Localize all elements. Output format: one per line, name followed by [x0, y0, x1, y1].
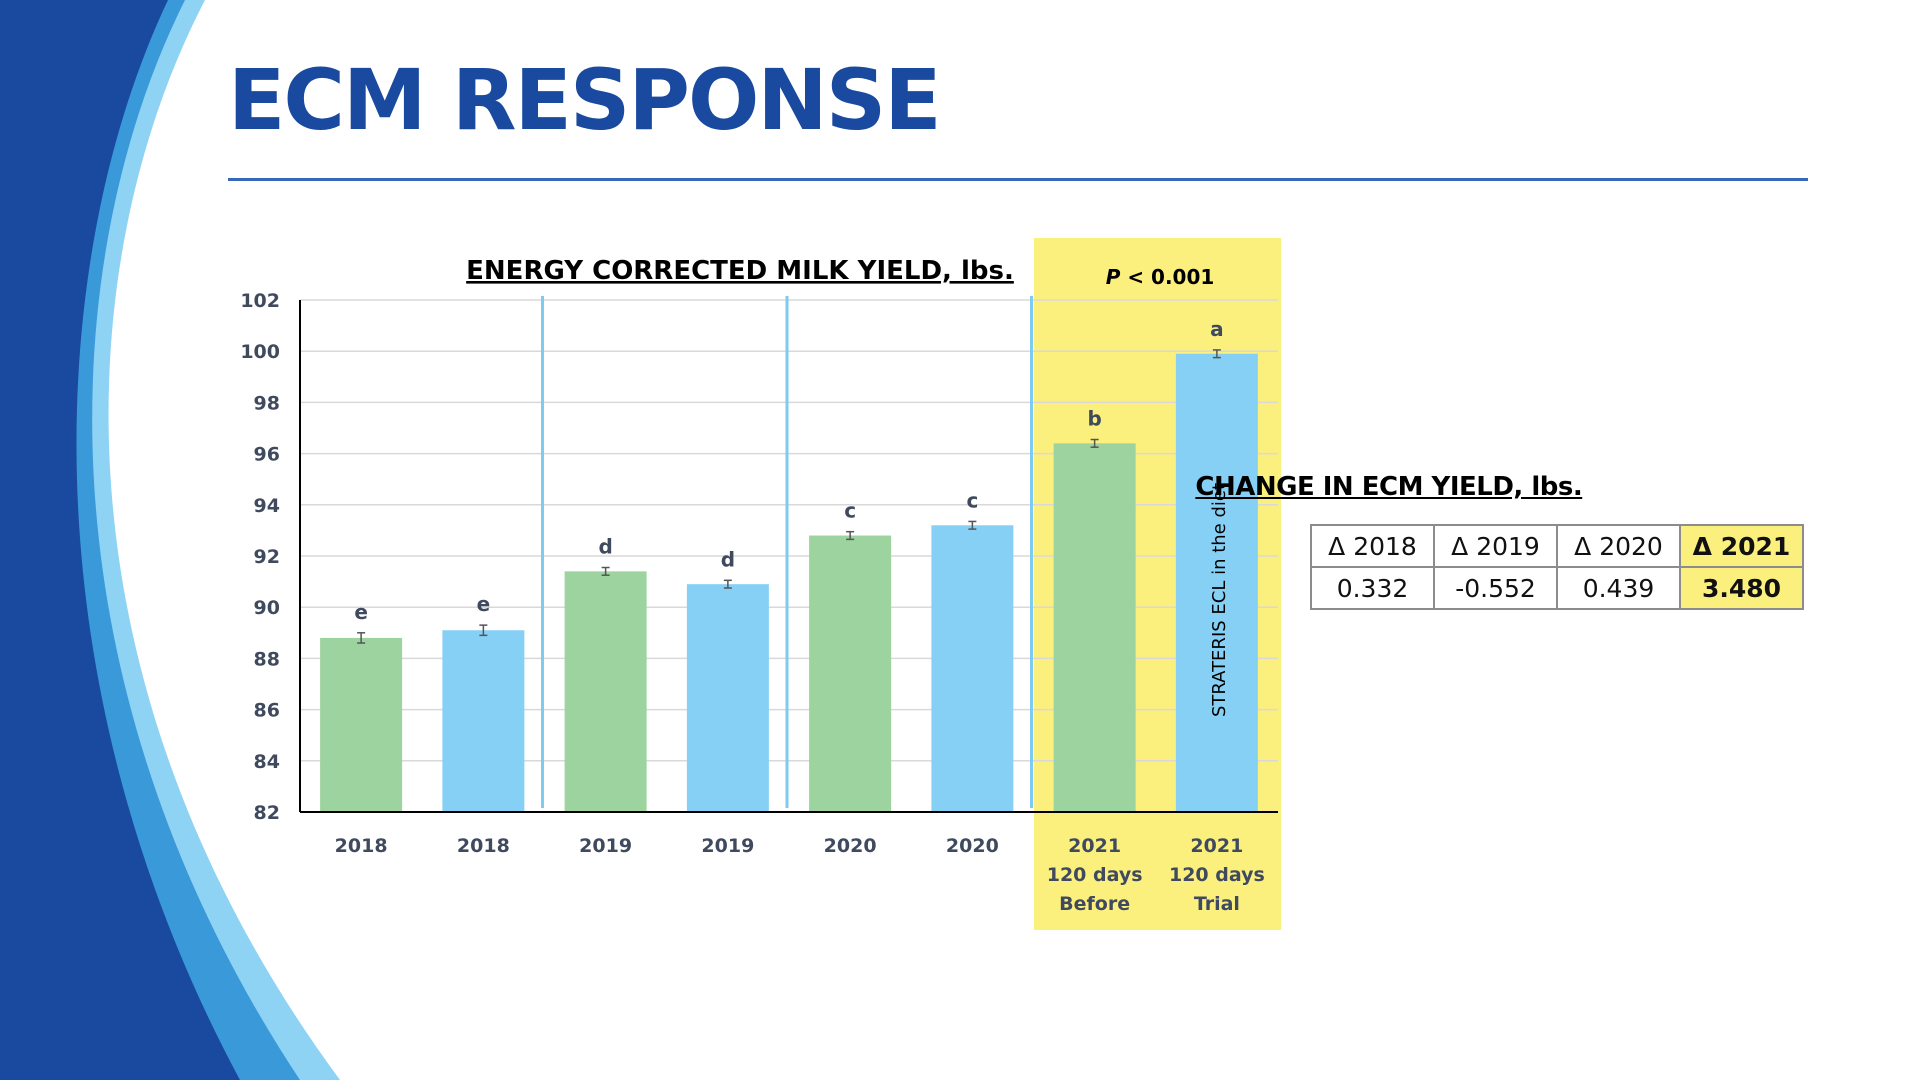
change-value-2018: 0.332	[1310, 566, 1435, 610]
bar	[1175, 353, 1258, 812]
significance-letter: e	[354, 600, 368, 624]
p-symbol: P	[1106, 265, 1121, 289]
x-tick-label: 120 days	[1047, 864, 1143, 886]
change-table-header-row: Δ 2018 Δ 2019 Δ 2020 Δ 2021	[1310, 524, 1804, 568]
y-tick-label: 96	[254, 444, 280, 466]
change-table-title: CHANGE IN ECM YIELD, lbs.	[1195, 472, 1583, 502]
y-tick-labels: 82 84 86 88 90 92 94 96 98 100 102	[240, 290, 280, 824]
x-tick-label: 120 days	[1169, 864, 1265, 886]
bars	[320, 353, 1258, 812]
change-value-2020: 0.439	[1556, 566, 1681, 610]
change-value-2021: 3.480	[1679, 566, 1804, 610]
x-tick-label: 2021	[1190, 835, 1243, 857]
bar	[931, 525, 1014, 812]
bar	[809, 535, 892, 812]
significance-letter: e	[477, 592, 491, 616]
year-dividers	[541, 296, 1033, 808]
y-tick-label: 88	[254, 648, 280, 670]
change-header-2018: Δ 2018	[1310, 524, 1435, 568]
y-tick-label: 98	[254, 392, 280, 414]
error-bars	[357, 349, 1221, 644]
significance-letter: d	[598, 535, 612, 559]
chart-title: ENERGY CORRECTED MILK YIELD, lbs.	[466, 256, 1014, 286]
y-tick-label: 94	[254, 495, 280, 517]
y-tick-label: 84	[254, 751, 280, 773]
x-tick-label: 2019	[579, 835, 632, 857]
change-table: Δ 2018 Δ 2019 Δ 2020 Δ 2021 0.332 -0.552…	[1310, 524, 1804, 610]
x-tick-label: 2019	[701, 835, 754, 857]
y-tick-label: 90	[254, 597, 280, 619]
bar	[442, 630, 525, 812]
bar	[320, 637, 403, 812]
significance-letter: c	[966, 488, 978, 512]
significance-letter: d	[721, 547, 735, 571]
x-tick-label: 2021	[1068, 835, 1121, 857]
significance-letter: c	[844, 499, 856, 523]
title-divider	[228, 178, 1808, 181]
x-tick-label: 2020	[946, 835, 999, 857]
y-tick-label: 100	[240, 341, 280, 363]
change-header-2019: Δ 2019	[1433, 524, 1558, 568]
x-tick-labels: 2018 2018 2019 2019 2020 2020 2021 120 days Befo…	[335, 835, 1265, 915]
swoosh-dark-band	[0, 0, 240, 1080]
bar	[564, 571, 647, 812]
x-tick-label: Before	[1059, 893, 1130, 915]
change-header-2020: Δ 2020	[1556, 524, 1681, 568]
decorative-swoosh	[0, 0, 340, 1080]
x-tick-label: 2018	[335, 835, 388, 857]
bar	[1053, 443, 1136, 812]
significance-letters: e e d d c c b a	[354, 317, 1223, 624]
y-tick-label: 92	[254, 546, 280, 568]
x-tick-label: Trial	[1194, 893, 1240, 915]
p-threshold: < 0.001	[1120, 265, 1214, 289]
y-tick-label: 86	[254, 700, 280, 722]
significance-letter: a	[1210, 317, 1224, 341]
page-title: ECM RESPONSE	[228, 51, 942, 149]
p-value-annotation: P < 0.001	[1106, 265, 1215, 289]
x-tick-label: 2020	[824, 835, 877, 857]
x-tick-label: 2018	[457, 835, 510, 857]
stratis-diet-annotation: STRATERIS ECL in the diet	[1209, 483, 1230, 717]
y-tick-label: 102	[240, 290, 280, 312]
axes	[299, 300, 1278, 813]
significance-letter: b	[1087, 407, 1101, 431]
change-header-2021: Δ 2021	[1679, 524, 1804, 568]
change-value-2019: -0.552	[1433, 566, 1558, 610]
y-tick-label: 82	[254, 802, 280, 824]
bar	[686, 584, 769, 812]
change-table-value-row: 0.332 -0.552 0.439 3.480	[1310, 566, 1804, 610]
